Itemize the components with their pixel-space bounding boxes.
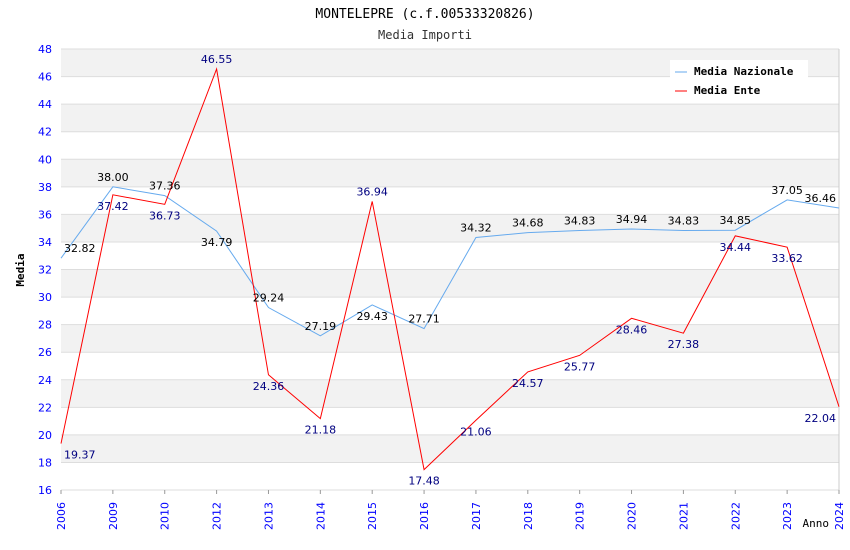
x-tick-label: 2012 xyxy=(211,502,224,530)
data-label: 29.24 xyxy=(253,292,285,305)
data-label: 32.82 xyxy=(64,242,96,255)
y-tick-label: 16 xyxy=(38,484,52,497)
data-label: 24.36 xyxy=(253,380,285,393)
x-tick-label: 2022 xyxy=(729,502,742,530)
y-tick-label: 38 xyxy=(38,181,52,194)
data-label: 27.38 xyxy=(668,338,700,351)
y-tick-label: 40 xyxy=(38,153,52,166)
x-tick-label: 2018 xyxy=(522,502,535,530)
x-tick-label: 2021 xyxy=(677,502,690,530)
legend: Media Nazionale Media Ente xyxy=(670,60,808,102)
x-tick-label: 2014 xyxy=(314,502,327,530)
x-tick-label: 2013 xyxy=(262,502,275,530)
data-label: 34.83 xyxy=(564,214,596,227)
x-tick-label: 2009 xyxy=(107,502,120,530)
grid-band xyxy=(61,297,839,325)
data-label: 27.71 xyxy=(408,313,440,326)
y-tick-label: 28 xyxy=(38,319,52,332)
data-label: 33.62 xyxy=(771,252,803,265)
data-label: 37.42 xyxy=(97,200,129,213)
data-label: 17.48 xyxy=(408,475,440,488)
y-tick-label: 26 xyxy=(38,346,52,359)
data-label: 36.94 xyxy=(356,185,388,198)
y-tick-label: 48 xyxy=(38,43,52,56)
grid-band xyxy=(61,241,839,270)
series-line-nazionale xyxy=(60,186,840,337)
data-label: 28.46 xyxy=(616,323,648,336)
chart-title: MONTELEPRE (c.f.00533320826) xyxy=(315,7,534,22)
data-label: 21.18 xyxy=(305,424,337,437)
x-tick-label: 2019 xyxy=(574,502,587,530)
x-tick-label: 2016 xyxy=(418,502,431,530)
data-label: 34.79 xyxy=(201,236,233,249)
grid-band xyxy=(61,186,839,215)
data-label: 37.05 xyxy=(771,184,803,197)
grid-band xyxy=(61,352,839,380)
grid-band xyxy=(61,324,839,353)
chart-subtitle: Media Importi xyxy=(378,28,472,42)
x-tick-label: 2010 xyxy=(159,502,172,530)
data-label: 34.44 xyxy=(720,241,752,254)
x-tick-label: 2015 xyxy=(366,502,379,530)
y-tick-label: 34 xyxy=(38,236,52,249)
x-tick-label: 2017 xyxy=(470,502,483,530)
data-label: 38.00 xyxy=(97,171,129,184)
x-axis-label: Anno xyxy=(803,517,830,530)
data-label: 27.19 xyxy=(305,320,337,333)
data-label: 29.43 xyxy=(356,310,388,323)
grid-band xyxy=(61,214,839,242)
y-tick-label: 22 xyxy=(38,401,52,414)
legend-label-ente: Media Ente xyxy=(694,84,761,97)
grid-band xyxy=(61,407,839,435)
y-tick-label: 24 xyxy=(38,374,52,387)
grid-band xyxy=(61,104,839,132)
y-axis-label: Media xyxy=(14,253,27,286)
legend-label-nazionale: Media Nazionale xyxy=(694,65,794,78)
y-tick-label: 44 xyxy=(38,98,52,111)
data-label: 24.57 xyxy=(512,377,544,390)
grid-band xyxy=(61,159,839,187)
data-label: 46.55 xyxy=(201,53,233,66)
grid-band xyxy=(61,379,839,408)
y-tick-label: 46 xyxy=(38,71,52,84)
y-tick-label: 36 xyxy=(38,208,52,221)
x-tick-label: 2023 xyxy=(781,502,794,530)
grid-band xyxy=(61,131,839,160)
y-tick-label: 20 xyxy=(38,429,52,442)
data-label: 22.04 xyxy=(805,412,837,425)
series-line-ente xyxy=(60,67,840,471)
data-label: 19.37 xyxy=(64,449,96,462)
data-label: 34.83 xyxy=(668,214,700,227)
grid-band xyxy=(61,434,839,463)
x-tick-label: 2006 xyxy=(55,502,68,530)
data-label: 37.36 xyxy=(149,180,181,193)
data-label: 36.46 xyxy=(805,192,837,205)
y-tick-label: 32 xyxy=(38,264,52,277)
data-label: 34.94 xyxy=(616,213,648,226)
y-tick-label: 18 xyxy=(38,456,52,469)
data-label: 34.85 xyxy=(720,214,752,227)
y-tick-label: 30 xyxy=(38,291,52,304)
x-tick-label: 2020 xyxy=(626,502,639,530)
data-label: 34.68 xyxy=(512,217,544,230)
data-label: 34.32 xyxy=(460,222,492,235)
data-label: 25.77 xyxy=(564,360,596,373)
y-tick-label: 42 xyxy=(38,126,52,139)
data-label: 21.06 xyxy=(460,425,492,438)
grid-band xyxy=(61,462,839,490)
x-tick-label: 2024 xyxy=(833,502,846,530)
data-label: 36.73 xyxy=(149,209,181,222)
